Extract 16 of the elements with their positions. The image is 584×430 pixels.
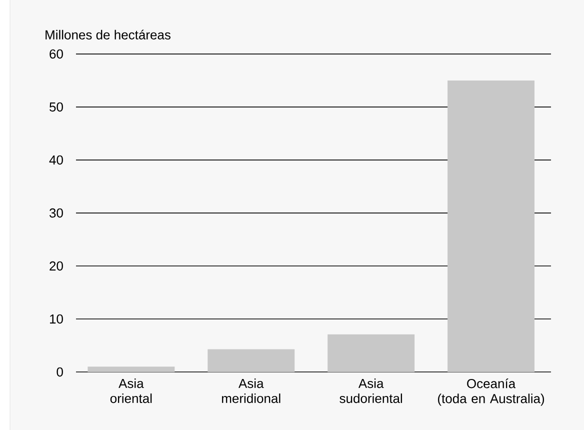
bar [328,334,415,372]
bar [88,366,175,372]
bar [448,80,535,372]
y-tick-label: 20 [50,261,63,271]
y-tick-label: 60 [50,49,63,59]
x-tick-label: Oceanía (toda en Australia) [438,378,544,406]
y-tick-label: 30 [50,208,63,218]
x-tick-label: Asia meridional [222,378,280,404]
y-axis-title: Millones de hectáreas [46,30,170,40]
y-tick-label: 10 [50,314,63,324]
y-tick-label: 40 [49,155,63,165]
x-tick-label: Asia sudoriental [340,378,402,404]
y-tick-label: 50 [50,102,63,112]
y-tick-label: 0 [56,367,63,377]
bar [208,349,295,372]
x-tick-label: Asia oriental [110,378,152,404]
